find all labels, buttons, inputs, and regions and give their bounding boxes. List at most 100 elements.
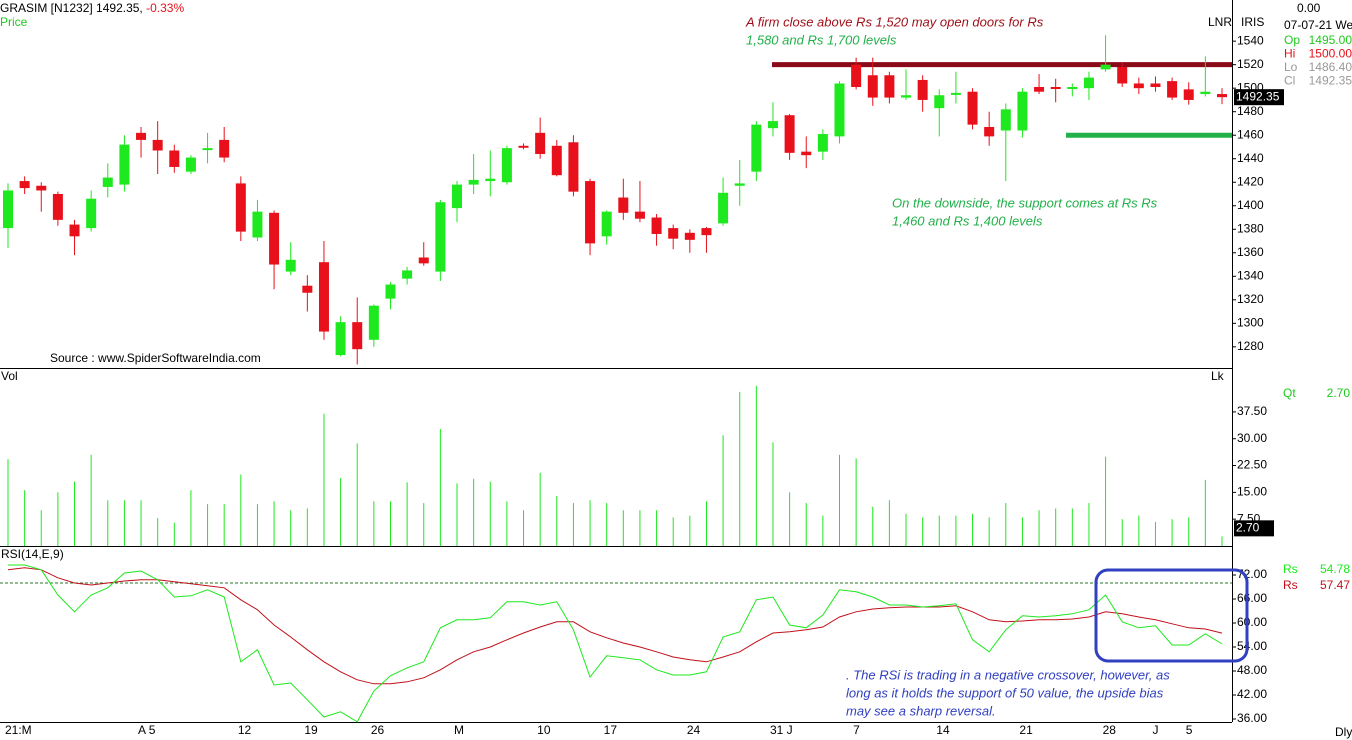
candle-body: [352, 322, 363, 350]
x-tick-label: 28: [1103, 723, 1117, 737]
candle-body: [668, 228, 679, 239]
candle-body: [1200, 91, 1211, 95]
footer: Dly: [1335, 725, 1352, 739]
candle-body: [718, 192, 729, 224]
info-label: Cl: [1284, 74, 1295, 88]
candle-body: [585, 181, 596, 244]
y-tick-label: 42.00: [1237, 687, 1267, 701]
qt-label: Qt: [1283, 386, 1296, 400]
y-tick-label: 30.00: [1237, 431, 1267, 445]
info-label: Hi: [1284, 47, 1295, 61]
candle-body: [934, 95, 945, 109]
candle-body: [1017, 91, 1028, 131]
y-tick-label: 1540: [1237, 33, 1264, 47]
y-tick-label: 1520: [1237, 57, 1264, 71]
candle-body: [884, 75, 895, 98]
scale-mode: LNR: [1208, 15, 1232, 29]
candle-body: [3, 190, 13, 229]
y-tick-label: 66.00: [1237, 591, 1267, 605]
candle-body: [967, 91, 978, 125]
annotation: A firm close above Rs 1,520 may open doo…: [745, 14, 1044, 29]
candle-body: [851, 64, 862, 88]
highlight-box: [1094, 568, 1249, 663]
y-tick-label: 72.00: [1237, 567, 1267, 581]
panel-label: RSI(14,E,9): [1, 547, 64, 561]
y-tick-label: 1460: [1237, 127, 1264, 141]
candle-body: [867, 75, 878, 98]
candle-body: [452, 184, 463, 209]
candle-body: [1067, 87, 1078, 90]
y-tick-label: 1380: [1237, 221, 1264, 235]
candle-body: [69, 224, 80, 237]
legend-value: 54.78: [1320, 562, 1350, 576]
candle-body: [634, 211, 645, 219]
candle-body: [19, 181, 30, 189]
last-price-label: 1492.35: [1236, 89, 1280, 103]
candle-body: [285, 259, 296, 272]
last-price-box: [1234, 89, 1284, 106]
candle-body: [385, 284, 396, 299]
candle-body: [801, 151, 812, 156]
x-tick-label: 12: [238, 723, 252, 737]
legend-value: 57.47: [1320, 578, 1350, 592]
legend-name: Rs: [1283, 562, 1298, 576]
last-volume-label: 2.70: [1236, 521, 1260, 535]
y-tick-label: 1300: [1237, 315, 1264, 329]
x-tick-label: 31 J: [770, 723, 793, 737]
info-top: 0.00: [1297, 1, 1321, 15]
info-value: 1486.40: [1309, 60, 1352, 74]
candle-body: [136, 132, 147, 140]
candle-body: [684, 232, 695, 240]
candle-body: [767, 121, 778, 129]
annotation: On the downside, the support comes at Rs…: [892, 195, 1158, 210]
y-tick-label: 48.00: [1237, 663, 1267, 677]
candle-body: [817, 134, 828, 152]
candle-body: [618, 197, 629, 213]
candle-body: [651, 217, 662, 234]
y-tick-label: 15.00: [1237, 485, 1267, 499]
candle-body: [335, 322, 346, 356]
change: -0.33%: [146, 1, 184, 15]
annotation: . The RSi is trading in a negative cross…: [846, 667, 1170, 682]
header: GRASIM [N1232] 1492.35, -0.33%: [0, 1, 184, 15]
annotation: 1,580 and Rs 1,700 levels: [746, 32, 897, 47]
candle-body: [501, 148, 512, 183]
annotation: long as it holds the support of 50 value…: [846, 685, 1164, 700]
panel-label: Vol: [1, 369, 18, 383]
candle-body: [601, 211, 612, 237]
candle-body: [202, 148, 213, 151]
source-note: Source : www.SpiderSoftwareIndia.com: [50, 351, 261, 365]
y-tick-label: 54.00: [1237, 639, 1267, 653]
candle-body: [1167, 81, 1178, 98]
candle-body: [468, 179, 479, 185]
last-volume-box: [1234, 520, 1274, 537]
candle-body: [1150, 83, 1161, 88]
candle-body: [485, 178, 496, 182]
x-tick-label: 14: [936, 723, 950, 737]
info-value: 1500.00: [1309, 47, 1352, 61]
candle-body: [152, 139, 163, 151]
x-tick-label: 21: [1019, 723, 1033, 737]
candle-body: [1216, 94, 1227, 98]
candle-body: [302, 285, 313, 293]
x-tick-label: 21:M: [5, 723, 32, 737]
x-tick-label: 7: [853, 723, 860, 737]
y-tick-label: 37.50: [1237, 404, 1267, 418]
y-tick-label: 1320: [1237, 292, 1264, 306]
candle-body: [901, 95, 912, 98]
info-value: 1495.00: [1309, 33, 1352, 47]
candle-body: [1100, 64, 1111, 70]
candle-body: [219, 139, 230, 158]
rsi-line: [7, 567, 1223, 685]
y-tick-label: 60.00: [1237, 615, 1267, 629]
candle-body: [269, 212, 280, 265]
candle-body: [119, 144, 130, 185]
candle-body: [1000, 109, 1011, 131]
candle-body: [950, 92, 961, 95]
y-tick-label: 1420: [1237, 174, 1264, 188]
candle-body: [435, 202, 446, 272]
candle-body: [1133, 83, 1144, 89]
candle-body: [368, 305, 379, 340]
